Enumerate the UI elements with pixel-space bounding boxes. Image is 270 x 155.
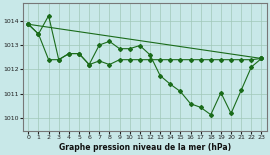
X-axis label: Graphe pression niveau de la mer (hPa): Graphe pression niveau de la mer (hPa) (59, 143, 231, 152)
